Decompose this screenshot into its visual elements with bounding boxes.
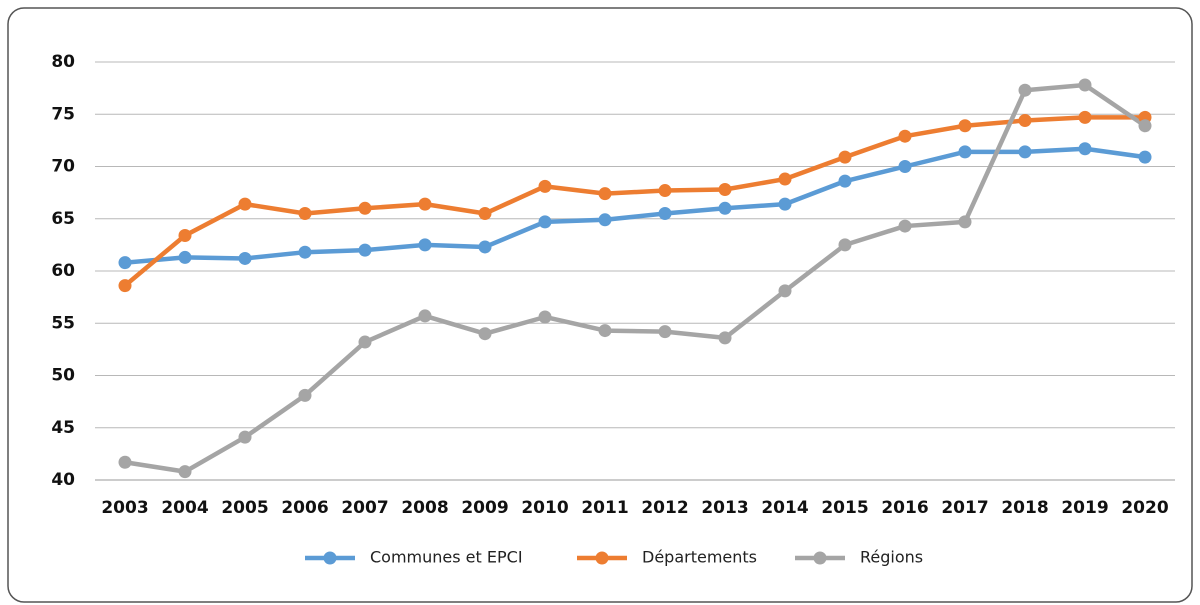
x-tick-label: 2016 [881, 498, 928, 518]
x-tick-label: 2009 [461, 498, 508, 518]
x-tick-label: 2008 [401, 498, 448, 518]
y-tick-label: 55 [51, 313, 75, 333]
x-tick-label: 2014 [761, 498, 808, 518]
data-point [718, 182, 732, 196]
y-tick-label: 65 [51, 209, 75, 229]
data-point [1138, 150, 1152, 164]
data-point [238, 430, 252, 444]
plot [118, 78, 1152, 479]
data-point [658, 325, 672, 339]
data-point [1078, 78, 1092, 92]
data-point [178, 228, 192, 242]
y-tick-label: 70 [51, 157, 75, 177]
data-point [718, 331, 732, 345]
x-tick-label: 2010 [521, 498, 568, 518]
data-point [658, 184, 672, 198]
y-tick-label: 80 [51, 52, 75, 72]
legend-marker [595, 551, 609, 565]
data-point [958, 119, 972, 133]
data-point [1018, 114, 1032, 128]
data-point [298, 388, 312, 402]
data-point [118, 455, 132, 469]
data-point [238, 197, 252, 211]
legend-marker [813, 551, 827, 565]
data-point [598, 213, 612, 227]
data-point [178, 250, 192, 264]
data-point [118, 279, 132, 293]
data-point [898, 129, 912, 143]
data-point [418, 238, 432, 252]
x-tick-label: 2017 [941, 498, 988, 518]
legend-marker [323, 551, 337, 565]
data-point [898, 160, 912, 173]
series-line [123, 115, 1145, 288]
data-point [838, 174, 852, 188]
data-point [178, 465, 192, 479]
data-point [1078, 110, 1092, 124]
data-point [538, 179, 552, 193]
data-point [358, 243, 372, 257]
grid: 40 45 50 55 60 65 70 75 80 2003 2004 2005 2006 2007 20… [51, 52, 1175, 518]
data-point [478, 240, 492, 254]
y-tick-label: 60 [51, 261, 75, 281]
data-point [298, 245, 312, 259]
data-point [778, 284, 792, 298]
y-tick-label: 50 [51, 366, 75, 386]
data-point [898, 219, 912, 233]
data-point [478, 327, 492, 341]
y-tick-label: 45 [51, 418, 75, 438]
x-tick-label: 2004 [161, 498, 208, 518]
data-point [598, 324, 612, 338]
x-tick-label: 2019 [1061, 498, 1108, 518]
series-line [124, 146, 1146, 265]
data-point [418, 197, 432, 211]
data-point [958, 215, 972, 229]
x-tick-label: 2020 [1121, 498, 1168, 518]
data-point [838, 238, 852, 252]
data-point [598, 187, 612, 201]
x-tick-label: 2011 [581, 498, 628, 518]
y-tick-label: 40 [51, 470, 75, 490]
series-line [124, 82, 1147, 474]
data-point [1018, 83, 1032, 97]
legend-label: Régions [860, 548, 923, 567]
x-tick-label: 2012 [641, 498, 688, 518]
x-tick-label: 2007 [341, 498, 388, 518]
legend: Communes et EPCI Départements Régions [305, 548, 923, 567]
data-point [1018, 145, 1032, 159]
data-point [538, 310, 552, 324]
data-point [358, 201, 372, 215]
data-point [718, 201, 732, 215]
data-point [1078, 142, 1092, 156]
data-point [658, 207, 672, 221]
data-point [478, 207, 492, 221]
x-tick-label: 2003 [101, 498, 148, 518]
data-point [538, 215, 552, 229]
data-point [118, 256, 132, 270]
data-point [418, 309, 432, 323]
legend-label: Communes et EPCI [370, 548, 523, 567]
chart-frame [7, 7, 1193, 603]
data-point [238, 251, 252, 265]
x-tick-label: 2005 [221, 498, 268, 518]
x-tick-label: 2018 [1001, 498, 1048, 518]
data-point [1138, 119, 1152, 133]
data-point [778, 172, 792, 186]
data-point [958, 145, 972, 159]
legend-label: Départements [642, 548, 757, 567]
x-tick-label: 2015 [821, 498, 868, 518]
x-tick-label: 2013 [701, 498, 748, 518]
data-point [358, 335, 372, 349]
y-tick-label: 75 [51, 104, 75, 124]
data-point [838, 150, 852, 164]
x-tick-label: 2006 [281, 498, 328, 518]
data-point [298, 207, 312, 221]
data-point [778, 197, 792, 211]
